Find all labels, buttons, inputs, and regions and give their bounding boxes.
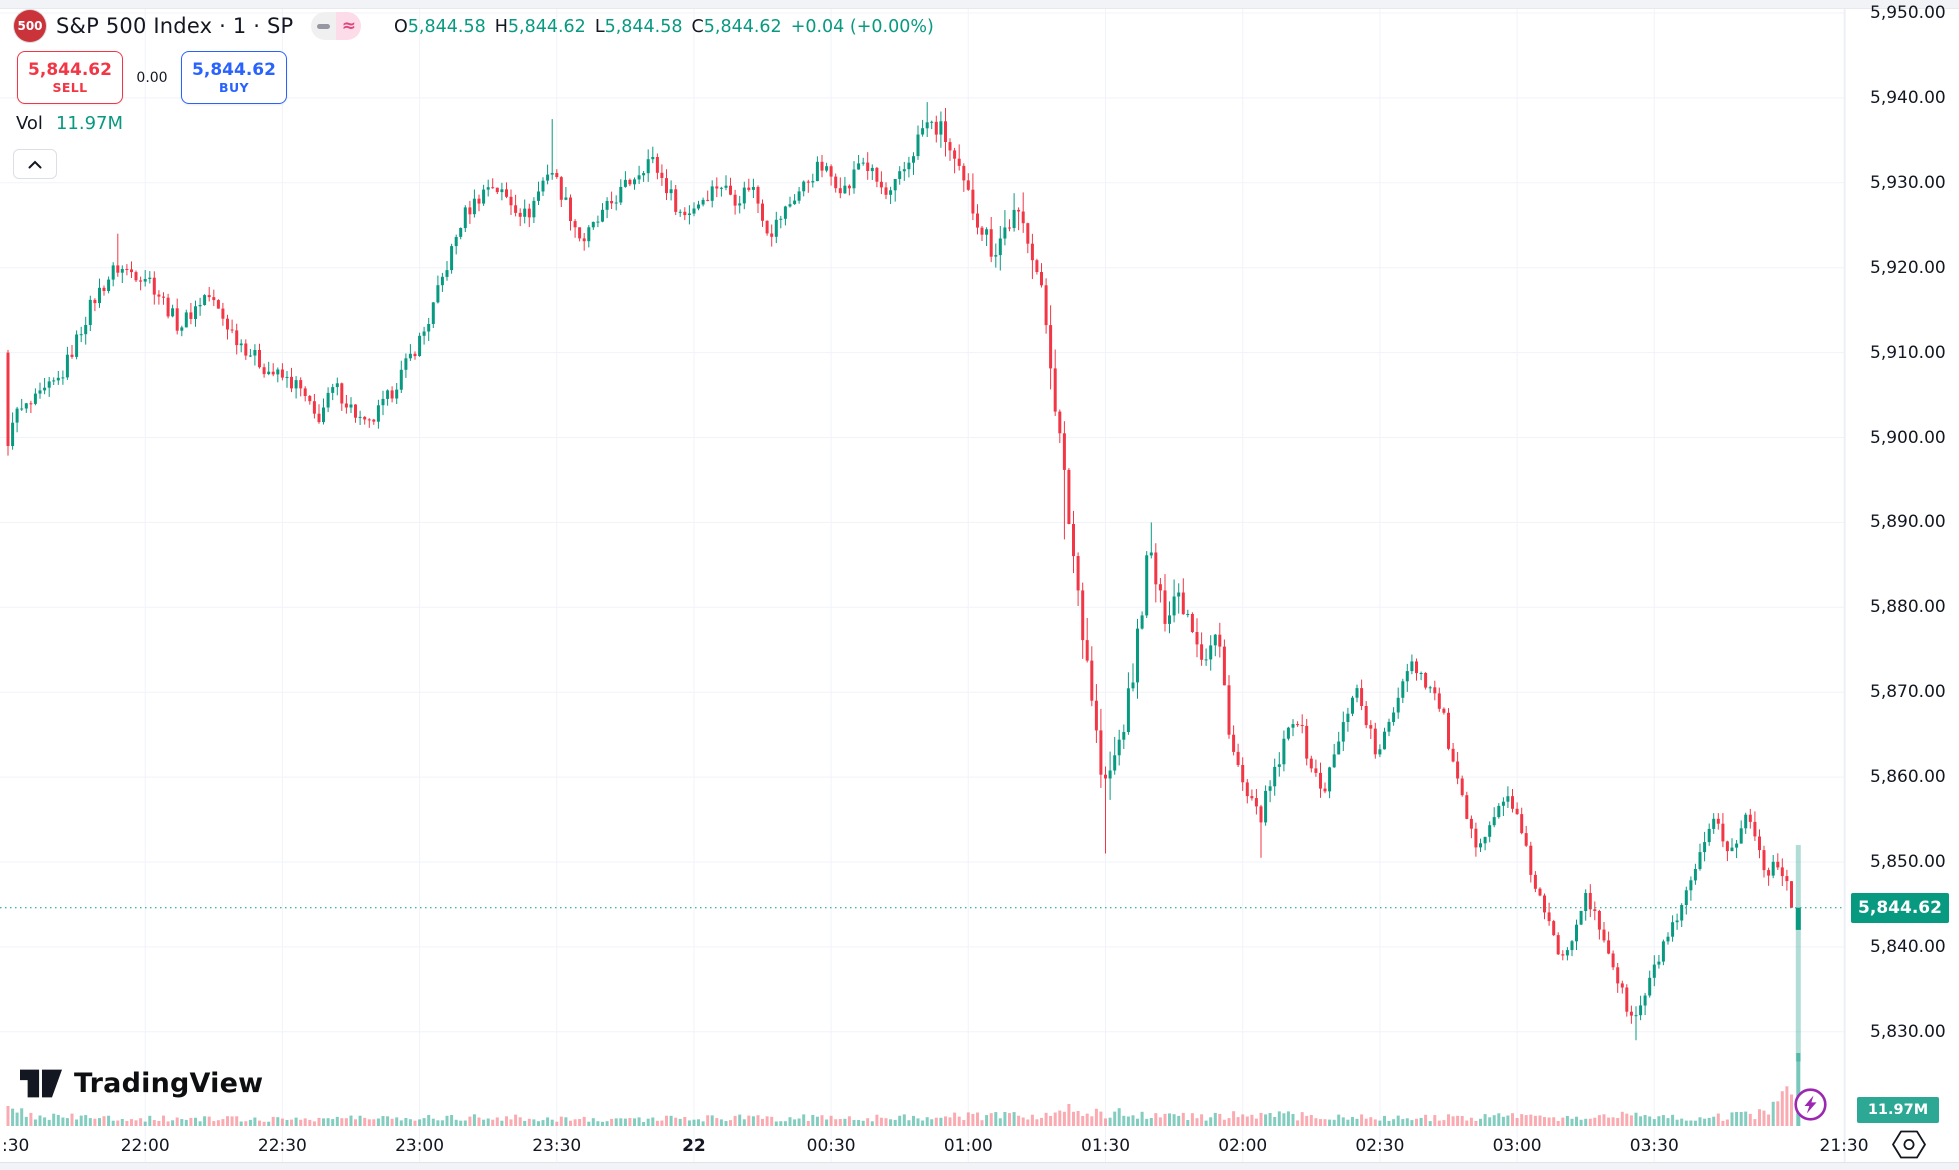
change-value: +0.04 (+0.00%) — [790, 17, 934, 37]
time-axis-label: 01:30 — [1081, 1136, 1131, 1156]
buy-button[interactable]: 5,844.62 BUY — [181, 51, 287, 104]
price-axis-label: 5,950.00 — [1870, 3, 1946, 23]
volume-legend-row[interactable]: Vol 11.97M — [16, 113, 123, 134]
price-axis-label: 5,870.00 — [1870, 682, 1946, 703]
sell-label: SELL — [52, 80, 88, 95]
symbol-title[interactable]: S&P 500 Index · 1 · SP — [56, 14, 294, 38]
time-axis-label: 02:30 — [1355, 1136, 1405, 1156]
dash-toggle-icon[interactable] — [311, 12, 337, 40]
price-axis-label: 5,910.00 — [1870, 342, 1946, 363]
time-axis-label: :30 — [2, 1136, 30, 1156]
last-price-label: 5,844.62 — [1851, 892, 1949, 923]
price-axis-label: 5,830.00 — [1870, 1021, 1946, 1042]
market-status-toggle[interactable]: ≈ — [311, 12, 362, 40]
price-axis-label: 5,860.00 — [1870, 767, 1946, 788]
price-axis-label: 5,850.00 — [1870, 852, 1946, 872]
price-axis-label: 5,840.00 — [1870, 936, 1946, 957]
volume-legend-title: Vol — [16, 113, 43, 134]
axis-separator — [0, 1162, 1959, 1163]
time-axis-label: 02:00 — [1218, 1136, 1268, 1156]
sell-price: 5,844.62 — [28, 60, 112, 80]
time-axis-label: 01:00 — [943, 1136, 993, 1156]
tradingview-logo-icon — [20, 1069, 62, 1097]
time-axis-label: 22:00 — [120, 1136, 170, 1156]
price-axis-label: 5,920.00 — [1870, 257, 1946, 278]
price-axis-label: 5,940.00 — [1870, 87, 1946, 108]
tradingview-logo-link[interactable]: TradingView — [20, 1068, 263, 1099]
lightning-bolt-icon — [1804, 1095, 1817, 1114]
ohlc-values-row: O 5,844.58 H 5,844.62 L 5,844.58 C 5,844.62 … — [394, 17, 934, 37]
volume-legend-value: 11.97M — [55, 113, 123, 134]
sell-button[interactable]: 5,844.62 SELL — [17, 51, 123, 104]
open-value: O 5,844.58 — [394, 17, 486, 37]
tradingview-logo-text: TradingView — [74, 1068, 264, 1099]
time-axis-label: 22:30 — [257, 1136, 307, 1156]
price-axis-label: 5,900.00 — [1870, 427, 1946, 448]
price-axis-label: 5,890.00 — [1870, 512, 1946, 533]
time-axis-label: 23:30 — [532, 1136, 582, 1156]
approx-toggle-icon[interactable]: ≈ — [336, 12, 362, 40]
collapse-panel-button[interactable] — [13, 149, 57, 179]
close-value: C 5,844.62 — [691, 17, 782, 37]
buy-label: BUY — [219, 80, 249, 95]
time-axis-label: 22 — [682, 1136, 706, 1156]
symbol-logo-badge: 500 — [14, 10, 46, 42]
hexagon-eye-icon — [1892, 1130, 1926, 1159]
buy-price: 5,844.62 — [192, 60, 276, 80]
window-top-strip — [0, 0, 1959, 9]
high-value: H 5,844.62 — [494, 17, 586, 37]
low-value: L 5,844.58 — [594, 17, 683, 37]
spread-value: 0.00 — [136, 69, 168, 86]
axis-visibility-button[interactable] — [1891, 1128, 1927, 1161]
lightning-button[interactable] — [1793, 1087, 1828, 1122]
time-axis-label: 23:00 — [395, 1136, 445, 1156]
trade-panel: 5,844.62 SELL 0.00 5,844.62 BUY — [17, 51, 287, 104]
volume-value-label: 11.97M — [1857, 1097, 1939, 1123]
time-axis[interactable]: :30 22:00 22:30 23:00 23:30 22 00:30 01:00 01:30… — [0, 1128, 1959, 1162]
price-axis-label: 5,930.00 — [1870, 172, 1946, 193]
window-bottom-strip — [0, 1163, 1959, 1170]
time-axis-label: 03:00 — [1492, 1136, 1542, 1156]
time-axis-label: 21:30 — [1819, 1136, 1869, 1156]
time-axis-label: 03:30 — [1629, 1136, 1679, 1156]
chevron-up-icon — [28, 160, 42, 168]
time-axis-label: 00:30 — [806, 1136, 856, 1156]
price-axis-label: 5,880.00 — [1870, 597, 1946, 618]
